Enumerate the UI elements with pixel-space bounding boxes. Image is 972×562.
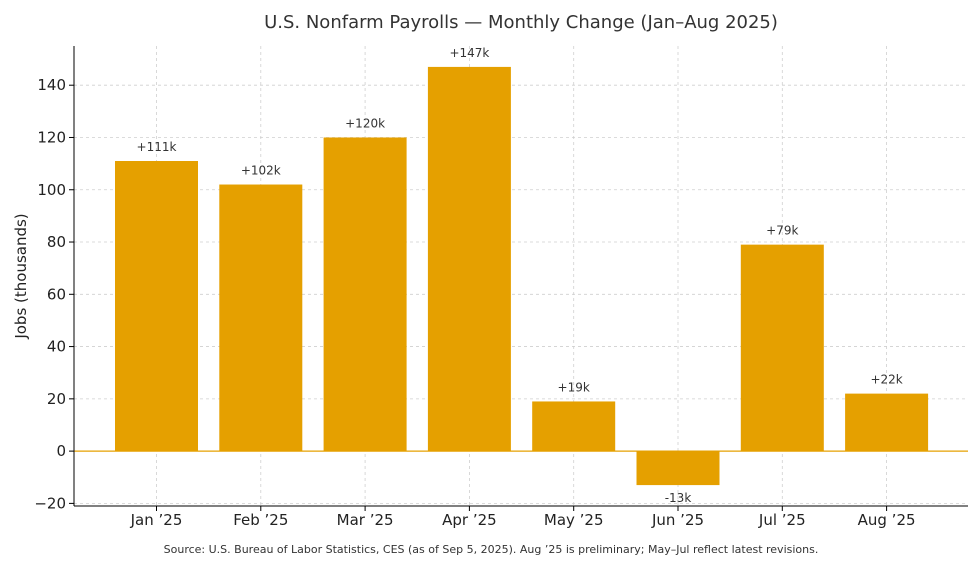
bar — [427, 66, 511, 452]
y-tick-label: 120 — [37, 128, 66, 146]
bar — [323, 137, 407, 452]
bar-data-label: +120k — [345, 116, 385, 130]
source-note: Source: U.S. Bureau of Labor Statistics,… — [164, 543, 819, 556]
x-tick-label: May ’25 — [544, 511, 604, 529]
data-labels: +111k +102k +120k +147k +19k -13k +79k +22k — [137, 46, 903, 505]
x-tick-label: Apr ’25 — [442, 511, 497, 529]
x-tick-label: Aug ’25 — [858, 511, 916, 529]
x-tick-label: Feb ’25 — [233, 511, 288, 529]
bar-data-label: +79k — [766, 224, 798, 238]
axes: −20 0 20 40 60 80 100 120 140 Jan ’25 Feb ’25 Mar ’… — [34, 46, 968, 529]
bar-data-label: +22k — [870, 373, 902, 387]
bar-data-label: +111k — [137, 140, 177, 154]
x-tick-label: Jul ’25 — [758, 511, 806, 529]
y-axis-label: Jobs (thousands) — [12, 213, 30, 339]
bar-data-label: +19k — [558, 380, 590, 394]
bar — [532, 401, 616, 452]
x-tick-label: Jun ’25 — [651, 511, 704, 529]
bar — [219, 184, 303, 452]
grid — [74, 46, 968, 506]
y-tick-label: 100 — [37, 181, 66, 199]
y-tick-label: −20 — [34, 494, 66, 512]
chart-title: U.S. Nonfarm Payrolls — Monthly Change (… — [264, 12, 778, 33]
bars — [74, 66, 968, 486]
y-tick-label: 40 — [47, 338, 66, 356]
y-tick-label: 140 — [37, 76, 66, 94]
y-tick-label: 0 — [56, 442, 66, 460]
bar-data-label: +102k — [241, 164, 281, 178]
bar — [636, 451, 720, 486]
bar — [845, 393, 929, 452]
bar — [740, 244, 824, 452]
bar — [115, 161, 198, 452]
x-tick-label: Jan ’25 — [130, 511, 183, 529]
x-tick-label: Mar ’25 — [337, 511, 394, 529]
bar-data-label: -13k — [665, 491, 692, 505]
y-tick-label: 80 — [47, 233, 66, 251]
y-tick-label: 60 — [47, 285, 66, 303]
bar-data-label: +147k — [449, 46, 489, 60]
y-tick-label: 20 — [47, 390, 66, 408]
